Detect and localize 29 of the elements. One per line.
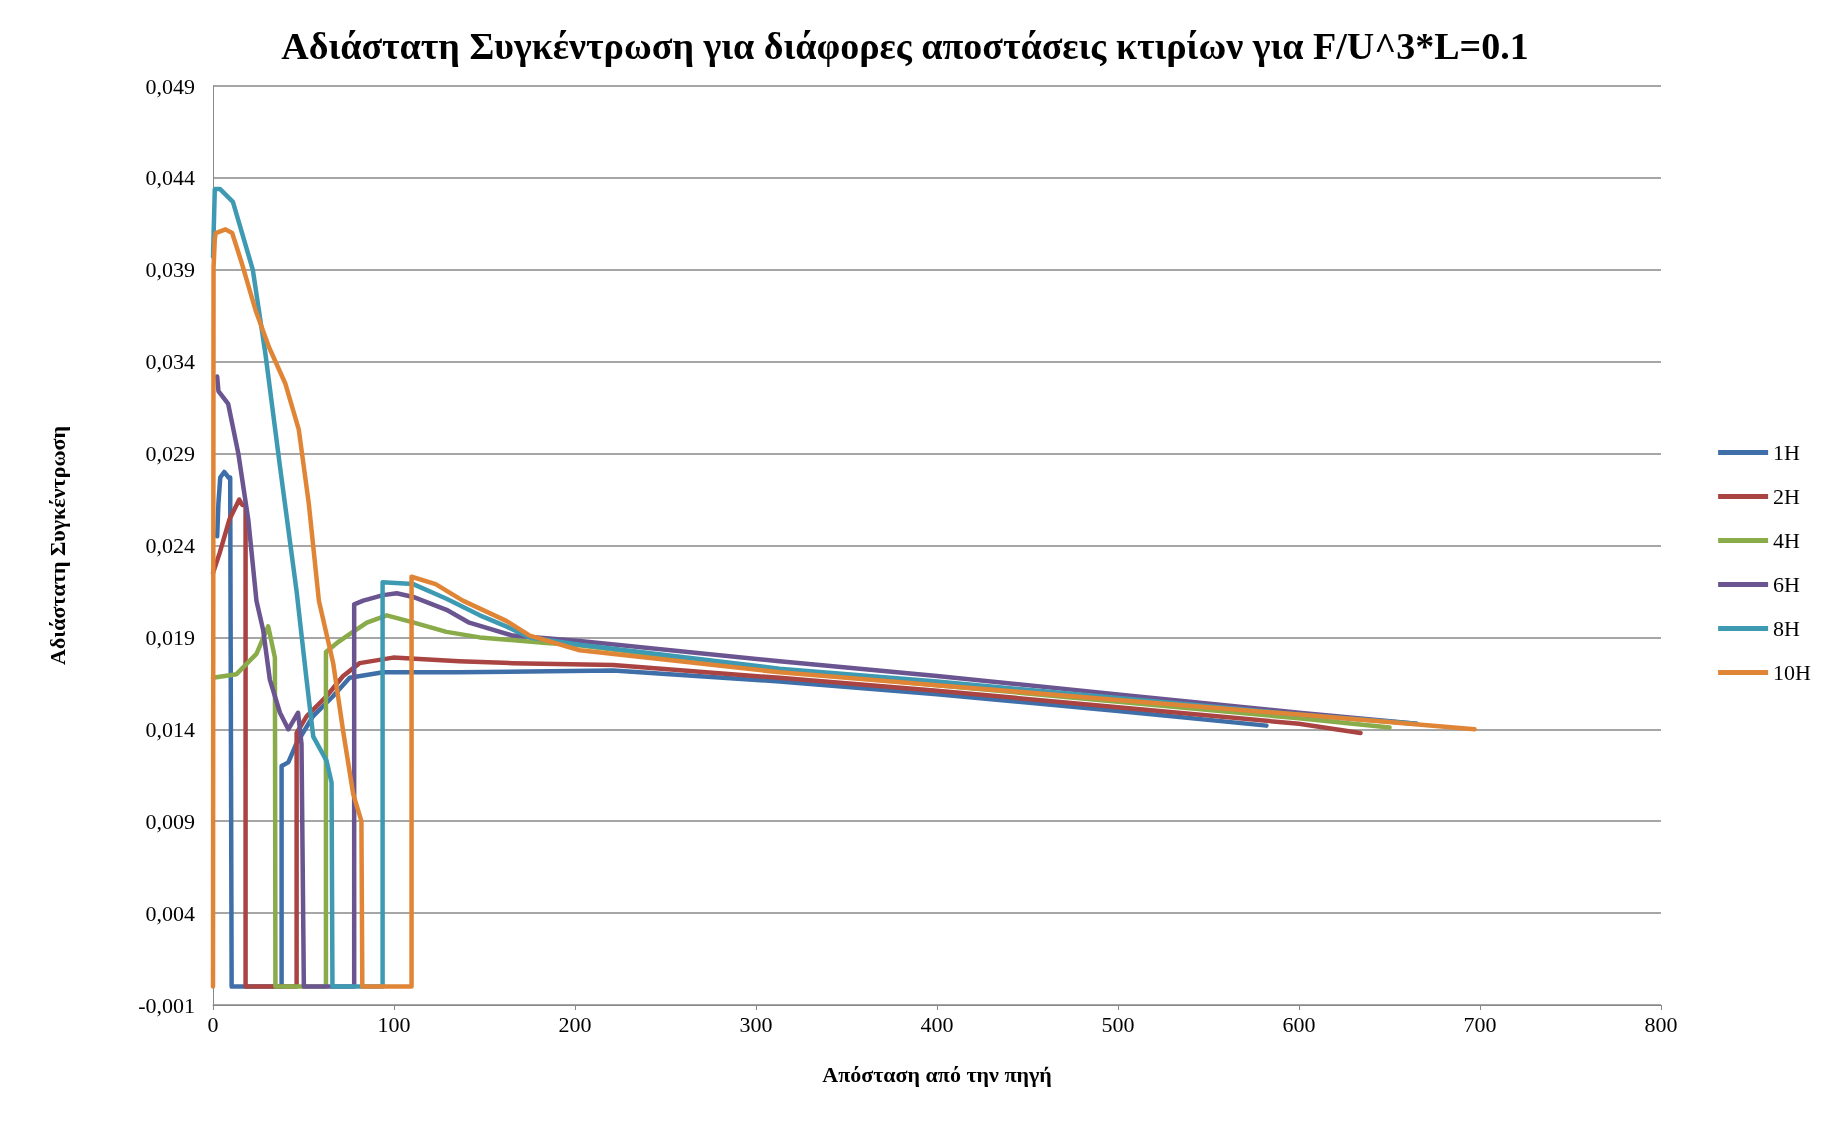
y-tick-label: -0,001 bbox=[138, 992, 195, 1018]
y-tick-label: 0,029 bbox=[145, 441, 195, 467]
y-tick-label: 0,034 bbox=[145, 349, 195, 375]
y-axis-title: Αδιάστατη Συγκέντρωση bbox=[44, 426, 70, 665]
legend-label: 8H bbox=[1773, 616, 1801, 641]
x-tick-label: 800 bbox=[1644, 1011, 1678, 1037]
y-tick-label: 0,014 bbox=[145, 716, 195, 742]
chart-title: Αδιάστατη Συγκέντρωση για διάφορες αποστάσεις κτιρίων για F/U^3*L=0.1 bbox=[281, 25, 1529, 67]
y-tick-label: 0,024 bbox=[145, 533, 195, 558]
x-tick-label: 0 bbox=[207, 1011, 219, 1037]
legend-label: 4H bbox=[1773, 528, 1801, 553]
y-tick-label: 0,009 bbox=[145, 808, 195, 834]
y-tick-label: 0,019 bbox=[145, 624, 195, 650]
y-tick-label: 0,004 bbox=[145, 900, 195, 926]
y-tick-label: 0,044 bbox=[145, 165, 195, 191]
x-axis-title: Απόσταση από την πηγή bbox=[822, 1061, 1052, 1087]
x-tick-label: 100 bbox=[377, 1011, 411, 1037]
legend-label: 1H bbox=[1773, 440, 1801, 465]
y-tick-label: 0,039 bbox=[145, 257, 195, 283]
x-tick-label: 600 bbox=[1282, 1011, 1316, 1037]
x-tick-label: 200 bbox=[558, 1011, 592, 1037]
y-tick-label: 0,049 bbox=[145, 73, 195, 99]
x-tick-label: 400 bbox=[920, 1011, 954, 1037]
legend-label: 2H bbox=[1773, 484, 1801, 509]
x-tick-label: 300 bbox=[739, 1011, 773, 1037]
x-tick-label: 700 bbox=[1463, 1011, 1497, 1037]
x-tick-label: 500 bbox=[1101, 1011, 1135, 1037]
legend-label: 6H bbox=[1773, 572, 1801, 597]
legend-label: 10H bbox=[1773, 660, 1812, 685]
